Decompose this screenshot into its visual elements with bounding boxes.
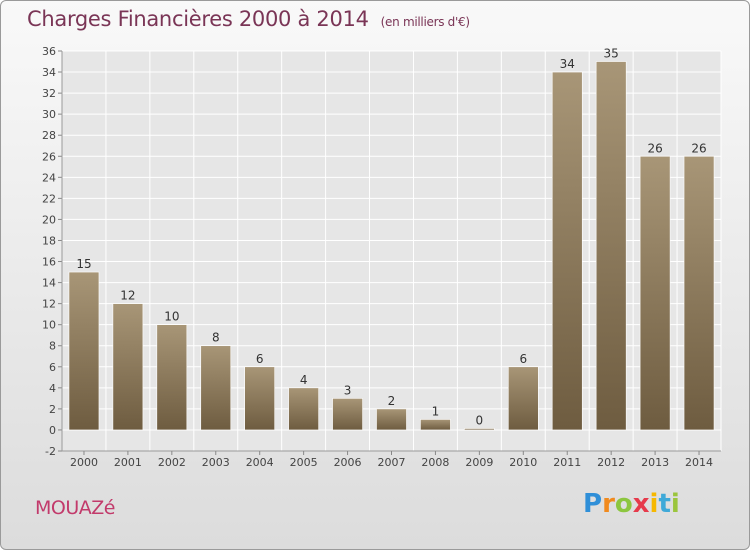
unit-note: (en milliers d'€) bbox=[380, 15, 470, 29]
chart-title: Charges Financières 2000 à 2014 (en milli… bbox=[27, 7, 470, 31]
y-tick-label: 34 bbox=[42, 66, 56, 79]
bar-value-label: 10 bbox=[164, 310, 179, 324]
y-tick-label: -2 bbox=[45, 445, 56, 458]
x-tick-label: 2012 bbox=[597, 456, 625, 469]
bar bbox=[68, 271, 100, 431]
bar-value-label: 34 bbox=[560, 57, 575, 71]
bar-value-label: 3 bbox=[344, 383, 352, 397]
bar-value-label: 1 bbox=[432, 404, 440, 418]
y-tick-label: 0 bbox=[49, 424, 56, 437]
y-tick-label: 28 bbox=[42, 129, 56, 142]
y-tick-label: 22 bbox=[42, 192, 56, 205]
y-tick-label: 12 bbox=[42, 298, 56, 311]
bar bbox=[376, 408, 407, 431]
logo-letter: r bbox=[602, 489, 615, 519]
bar bbox=[595, 61, 627, 431]
logo-letter: t bbox=[658, 489, 671, 519]
bar bbox=[464, 428, 495, 431]
bar-value-label: 26 bbox=[647, 141, 662, 155]
x-tick-label: 2005 bbox=[290, 456, 318, 469]
y-tick-label: 26 bbox=[42, 150, 56, 163]
logo-letter: o bbox=[614, 489, 633, 519]
y-tick-label: 36 bbox=[42, 45, 56, 58]
logo-letter: P bbox=[583, 489, 603, 519]
bar bbox=[200, 345, 232, 431]
y-tick-label: 6 bbox=[49, 361, 56, 374]
x-tick-label: 2001 bbox=[114, 456, 142, 469]
logo-letter: x bbox=[632, 489, 650, 519]
x-tick-label: 2014 bbox=[685, 456, 713, 469]
bar-value-label: 0 bbox=[476, 413, 484, 427]
y-tick-label: 10 bbox=[42, 319, 56, 332]
bar-value-label: 2 bbox=[388, 394, 396, 408]
y-tick-label: 32 bbox=[42, 87, 56, 100]
title-text: Charges Financières 2000 à 2014 bbox=[27, 7, 369, 31]
x-tick-label: 2011 bbox=[553, 456, 581, 469]
x-tick-label: 2003 bbox=[202, 456, 230, 469]
bar bbox=[112, 303, 144, 431]
bar bbox=[639, 155, 671, 431]
x-tick-label: 2004 bbox=[246, 456, 274, 469]
bar-value-label: 8 bbox=[212, 331, 220, 345]
bar-value-label: 6 bbox=[256, 352, 264, 366]
x-tick-label: 2008 bbox=[421, 456, 449, 469]
x-tick-label: 2006 bbox=[334, 456, 362, 469]
y-tick-label: 16 bbox=[42, 256, 56, 269]
x-tick-label: 2000 bbox=[70, 456, 98, 469]
y-tick-label: 14 bbox=[42, 277, 56, 290]
bar-value-label: 15 bbox=[76, 257, 91, 271]
bar bbox=[420, 419, 451, 431]
bar bbox=[332, 398, 363, 431]
x-tick-label: 2009 bbox=[465, 456, 493, 469]
bar bbox=[551, 71, 583, 431]
bar bbox=[156, 324, 188, 431]
y-tick-label: 4 bbox=[49, 382, 56, 395]
proxiti-logo: Proxiti bbox=[583, 489, 680, 519]
bar bbox=[244, 366, 275, 431]
y-tick-label: 24 bbox=[42, 171, 56, 184]
bar-value-label: 6 bbox=[519, 352, 527, 366]
bar bbox=[288, 387, 319, 431]
bar-value-label: 26 bbox=[691, 141, 706, 155]
bar bbox=[683, 155, 715, 431]
logo-letter: i bbox=[649, 489, 659, 519]
x-tick-label: 2010 bbox=[509, 456, 537, 469]
y-tick-label: 30 bbox=[42, 108, 56, 121]
x-tick-label: 2013 bbox=[641, 456, 669, 469]
bar-value-label: 12 bbox=[120, 289, 135, 303]
logo-letter: i bbox=[670, 489, 680, 519]
bar bbox=[507, 366, 539, 431]
y-tick-label: 20 bbox=[42, 213, 56, 226]
y-tick-label: 18 bbox=[42, 234, 56, 247]
x-tick-label: 2007 bbox=[378, 456, 406, 469]
y-tick-label: 2 bbox=[49, 403, 56, 416]
bar-value-label: 35 bbox=[604, 47, 619, 61]
y-tick-label: 8 bbox=[49, 340, 56, 353]
x-tick-label: 2002 bbox=[158, 456, 186, 469]
commune-name: MOUAZé bbox=[35, 497, 115, 519]
bar-value-label: 4 bbox=[300, 373, 308, 387]
